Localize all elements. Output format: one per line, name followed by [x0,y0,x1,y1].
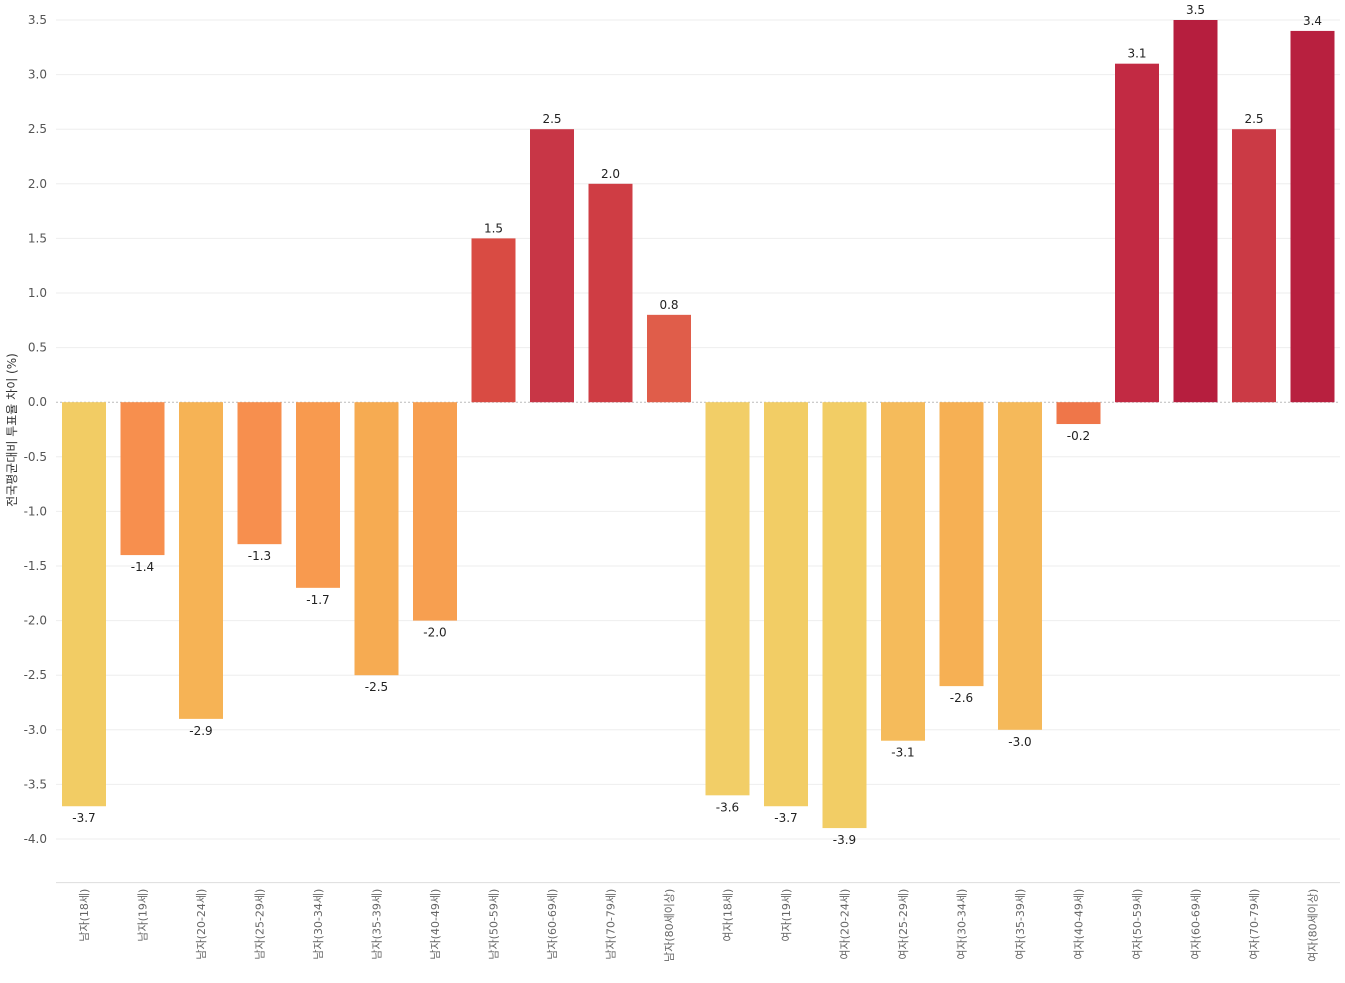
x-tick-label: 남자(19세) [137,889,150,942]
y-tick-label: 3.0 [28,68,47,82]
y-tick-label: -1.0 [24,504,47,518]
bar-value-label: -2.5 [365,680,388,694]
bar [764,402,808,807]
bar [530,129,574,403]
y-tick-label: -1.5 [24,559,47,573]
x-tick-label: 남자(18세) [78,889,91,942]
y-tick-label: 0.5 [28,341,47,355]
y-tick-label: -3.5 [24,777,47,791]
x-tick-label: 남자(80세이상) [663,889,676,962]
y-tick-label: -2.5 [24,668,47,682]
x-tick-label: 남자(70-79세) [605,889,618,960]
bar-value-label: -3.0 [1008,735,1031,749]
y-tick-label: 2.0 [28,177,47,191]
x-tick-label: 여자(70-79세) [1248,889,1261,960]
bar-value-label: -3.6 [716,800,739,814]
y-tick-label: 0.0 [28,395,47,409]
x-tick-label: 남자(35-39세) [371,889,384,960]
bar-value-label: -2.9 [189,724,212,738]
bar-value-label: -0.2 [1067,429,1090,443]
bar-value-label: 0.8 [659,298,678,312]
y-tick-label: 3.5 [28,13,47,27]
bar-value-label: -3.1 [891,746,914,760]
bar-value-label: 3.4 [1303,14,1322,28]
bar-value-label: 3.5 [1186,3,1205,17]
x-tick-label: 남자(20-24세) [195,889,208,960]
bars [62,20,1335,829]
y-tick-label: -2.0 [24,614,47,628]
bar [179,402,223,719]
x-tick-label: 여자(50-59세) [1131,889,1144,960]
bar [1173,20,1218,403]
y-axis-ticks: 3.5 3.0 2.5 2.0 1.5 1.0 0.5 0.0 -0.5 -1.0 -1.5 -2.0… [24,13,47,846]
bar [120,402,165,556]
bar-value-label: 3.1 [1127,47,1146,61]
y-tick-label: 2.5 [28,122,47,136]
bar [705,402,750,796]
y-tick-label: 1.0 [28,286,47,300]
x-tick-label: 여자(18세) [722,889,735,942]
x-tick-label: 남자(40-49세) [429,889,442,960]
bar [881,402,925,741]
bar [822,402,867,829]
x-tick-label: 여자(35-39세) [1014,889,1027,960]
x-tick-label: 남자(60-69세) [546,889,559,960]
x-axis-category-labels: 남자(18세) 남자(19세) 남자(20-24세) 남자(25-29세) 남자(30-… [78,889,1320,962]
x-tick-label: 여자(80세이상) [1307,889,1320,962]
bar-value-label: -2.6 [950,691,973,705]
bar-value-label: -3.7 [72,811,95,825]
bar [1290,30,1335,403]
bar [296,402,340,588]
x-tick-label: 여자(60-69세) [1190,889,1203,960]
y-axis-title: 전국평균대비 투표율 차이 (%) [5,353,19,507]
bar [588,183,633,403]
bar-value-label: -3.9 [833,833,856,847]
bar-value-label: 2.5 [542,112,561,126]
bar [1056,402,1101,425]
bar [647,314,691,403]
bar [1232,129,1276,403]
bar [354,402,399,676]
bar-value-label: -1.7 [306,593,329,607]
bar [471,238,516,403]
bar [62,402,106,807]
x-tick-label: 여자(19세) [780,889,793,942]
y-tick-label: -0.5 [24,450,47,464]
x-tick-label: 남자(25-29세) [254,889,267,960]
y-tick-label: -4.0 [24,832,47,846]
bar-value-label: -1.3 [248,549,271,563]
bar-value-label: 2.5 [1244,112,1263,126]
bar-value-label: -1.4 [131,560,154,574]
bar [237,402,282,545]
bar-value-labels: -3.7 -1.4 -2.9 -1.3 -1.7 -2.5 -2.0 1.5 2.5 2.0 0.8… [72,3,1322,847]
bar [998,402,1042,730]
bar-value-label: 1.5 [484,221,503,235]
bar [1115,63,1159,403]
y-tick-label: -3.0 [24,723,47,737]
grid-lines [56,19,1340,884]
bar-value-label: -2.0 [423,626,446,640]
bar-value-label: -3.7 [774,811,797,825]
x-tick-label: 남자(50-59세) [488,889,501,960]
x-tick-label: 여자(40-49세) [1073,889,1086,960]
y-tick-label: 1.5 [28,231,47,245]
x-tick-label: 여자(25-29세) [897,889,910,960]
bar [939,402,984,687]
x-tick-label: 여자(20-24세) [839,889,852,960]
x-tick-label: 여자(30-34세) [956,889,969,960]
bar-value-label: 2.0 [601,167,620,181]
bar [413,402,457,621]
x-tick-label: 남자(30-34세) [312,889,325,960]
